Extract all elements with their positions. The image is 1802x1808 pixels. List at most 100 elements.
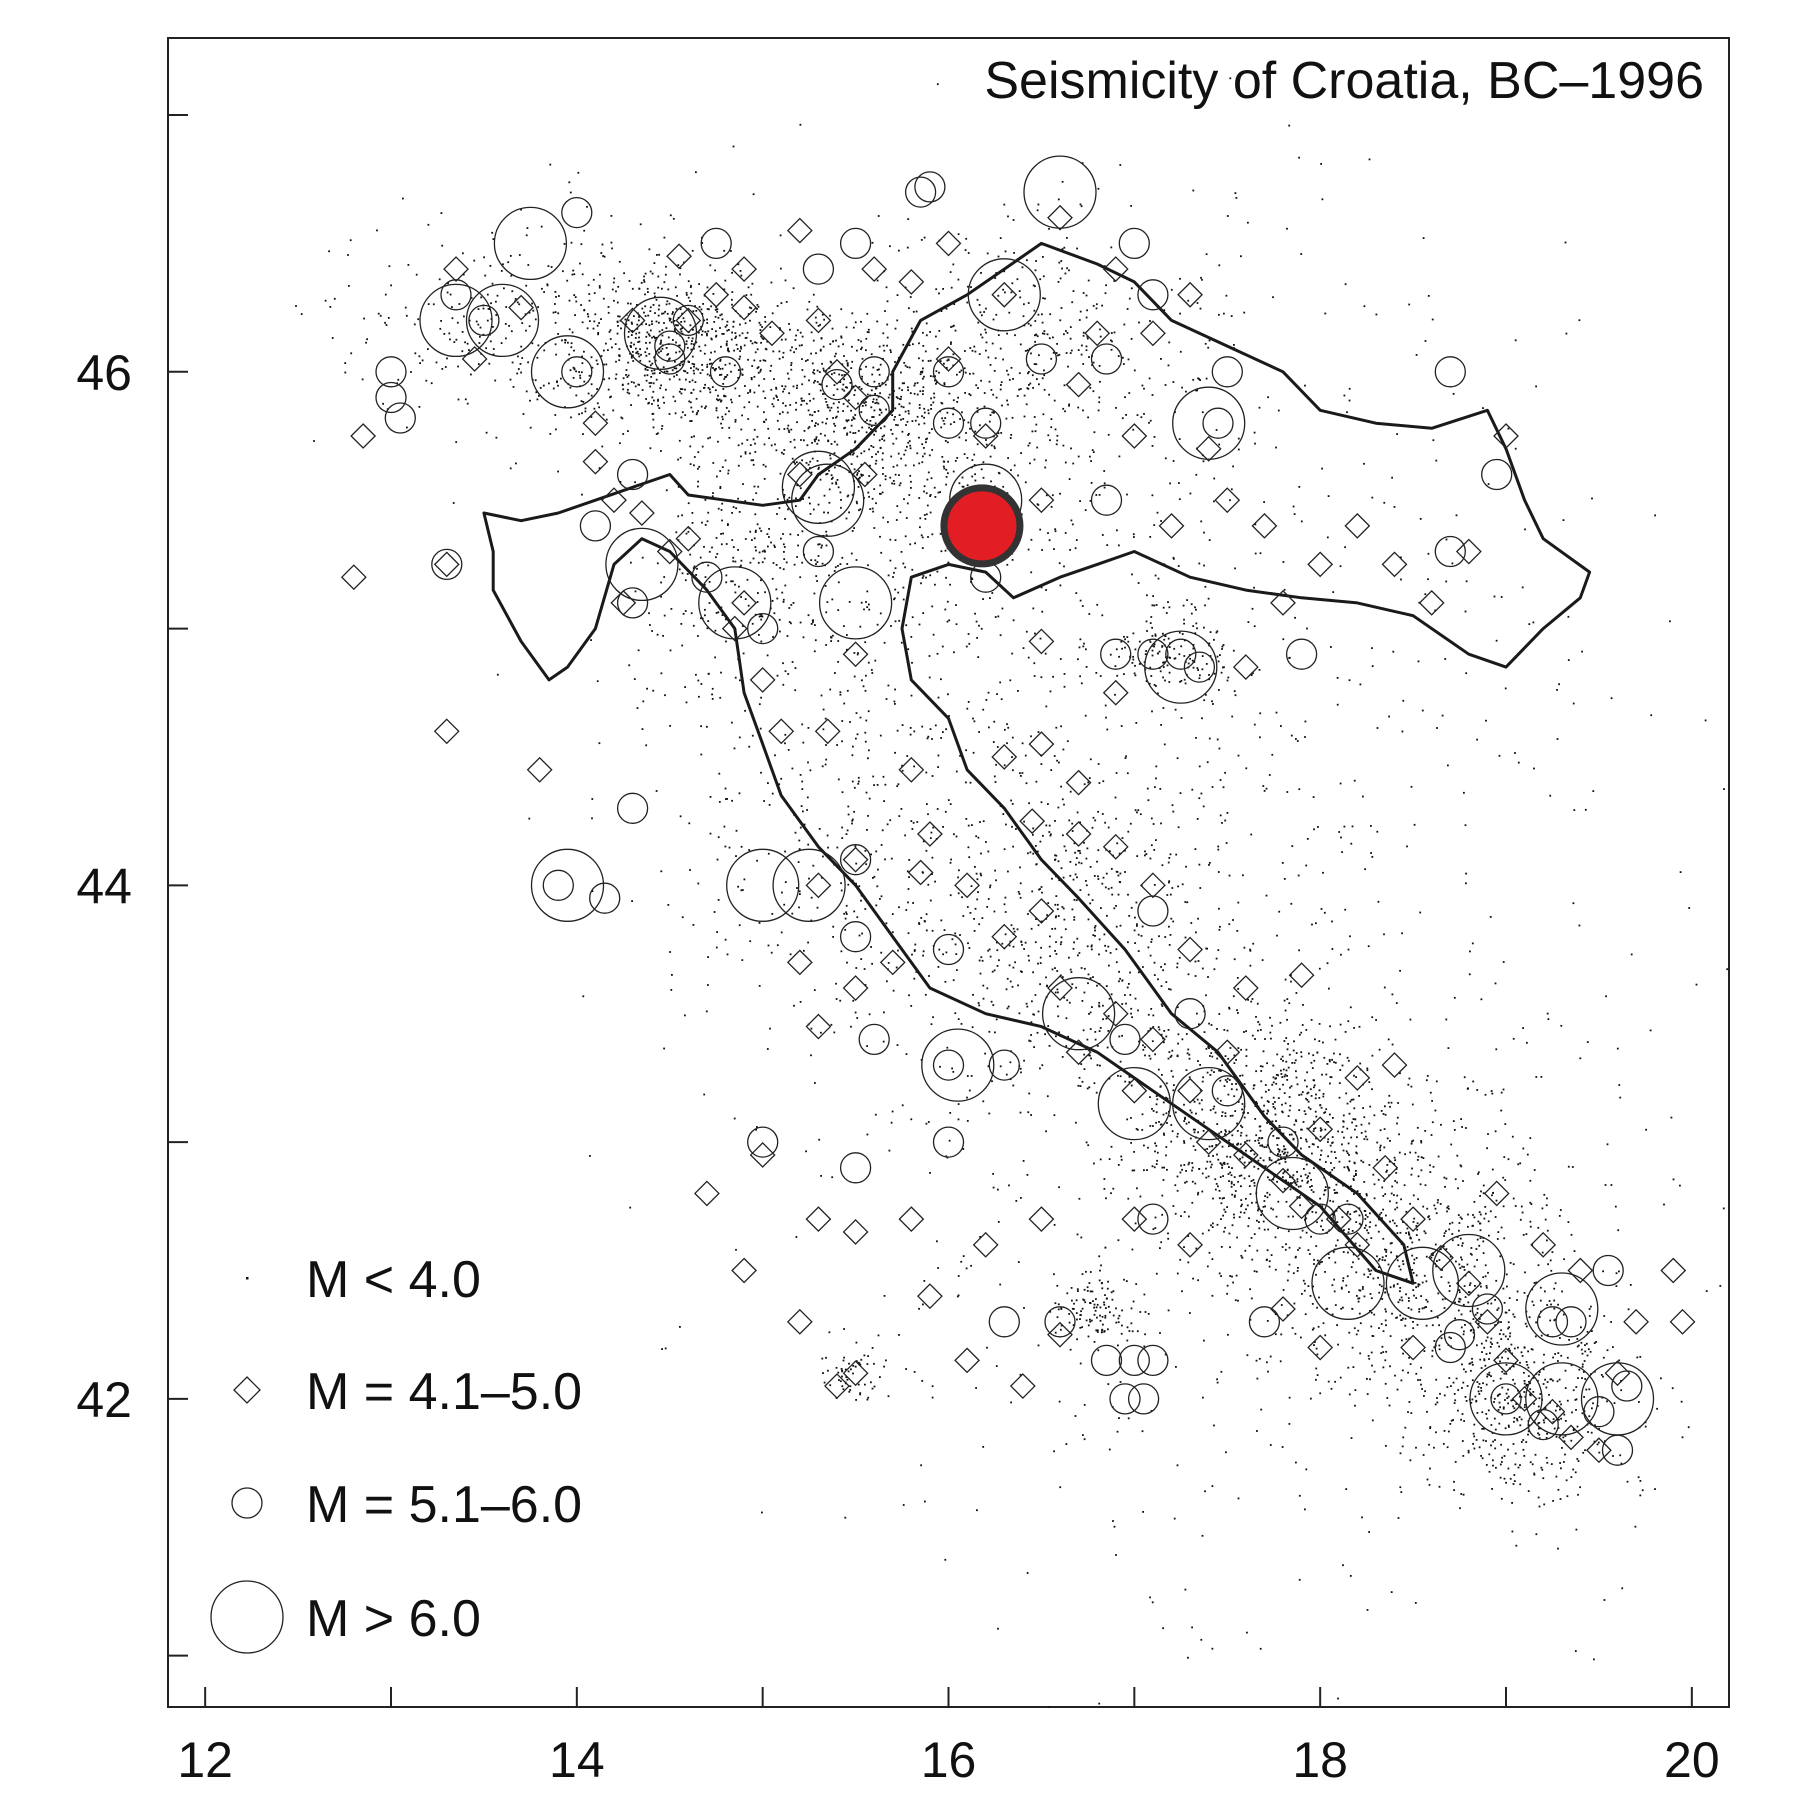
event-m-lt-4: [1495, 1199, 1498, 1202]
event-m-lt-4: [1161, 1005, 1164, 1007]
event-m-lt-4: [946, 411, 949, 414]
event-m-lt-4: [737, 549, 739, 551]
event-m-lt-4: [1208, 674, 1210, 676]
event-m-lt-4: [1033, 1013, 1035, 1016]
event-m-lt-4: [1277, 1148, 1280, 1150]
event-m-lt-4: [1041, 891, 1043, 894]
event-m-lt-4: [1347, 1251, 1349, 1254]
event-m-lt-4: [700, 617, 702, 620]
event-m-lt-4: [1079, 1085, 1082, 1087]
event-m-lt-4: [947, 358, 950, 361]
event-m-lt-4: [815, 422, 817, 424]
event-m-lt-4: [687, 360, 690, 363]
event-m-lt-4: [655, 320, 658, 323]
event-m-lt-4: [969, 372, 971, 375]
event-m-lt-4: [1324, 1189, 1327, 1191]
event-m-lt-4: [1537, 1432, 1539, 1435]
event-m-lt-4: [1321, 1219, 1323, 1222]
event-m-lt-4: [684, 388, 686, 391]
event-m-lt-4: [858, 386, 861, 388]
event-m-lt-4: [1314, 1127, 1317, 1129]
event-m-lt-4: [1532, 1304, 1535, 1307]
event-m-lt-4: [1331, 1169, 1334, 1171]
event-m-lt-4: [826, 417, 828, 420]
event-m-lt-4: [1407, 1231, 1410, 1234]
event-m-lt-4: [1141, 1113, 1144, 1116]
event-m-lt-4: [1253, 1153, 1256, 1156]
event-m-lt-4: [692, 624, 695, 627]
event-m-lt-4: [1441, 1298, 1444, 1301]
event-m-lt-4: [1080, 205, 1083, 208]
event-m-lt-4: [983, 405, 986, 408]
event-m-lt-4: [1498, 1422, 1501, 1425]
event-m-lt-4: [886, 323, 889, 326]
event-m-lt-4: [1436, 1401, 1439, 1404]
event-m-lt-4: [701, 330, 704, 333]
event-m-lt-4: [863, 608, 865, 611]
event-m-lt-4: [1492, 1459, 1494, 1462]
event-m-lt-4: [697, 410, 700, 412]
event-m-lt-4: [1316, 1353, 1319, 1356]
event-m-lt-4: [1358, 1222, 1361, 1225]
event-m-lt-4: [690, 406, 693, 409]
event-m-lt-4: [1201, 717, 1203, 720]
event-m-lt-4: [1332, 1117, 1334, 1119]
event-m-lt-4: [1352, 1118, 1355, 1120]
event-m-lt-4: [880, 411, 883, 414]
event-m-lt-4: [1535, 1533, 1538, 1536]
event-m-lt-4: [1460, 1256, 1462, 1259]
event-m-lt-4: [1470, 1247, 1473, 1249]
event-m-lt-4: [1172, 381, 1175, 383]
event-m-lt-4: [995, 313, 998, 316]
event-m-lt-4: [854, 389, 856, 392]
event-m-lt-4: [1384, 1259, 1386, 1262]
event-m-lt-4: [982, 476, 985, 479]
event-m-lt-4: [1314, 1341, 1316, 1343]
event-m-lt-4: [911, 420, 914, 422]
event-m-lt-4: [1284, 1179, 1287, 1182]
event-m-lt-4: [752, 557, 755, 560]
event-m-lt-4: [1055, 941, 1057, 943]
event-m-lt-4: [1153, 684, 1156, 686]
event-m-lt-4: [1311, 1211, 1314, 1213]
event-m-lt-4: [691, 410, 694, 413]
event-m-lt-4: [1218, 1069, 1220, 1072]
event-m-lt-4: [1166, 894, 1169, 896]
event-m-lt-4: [1310, 1178, 1312, 1181]
event-m-lt-4: [987, 949, 990, 952]
event-m-lt-4: [677, 515, 680, 518]
event-m-lt-4: [1506, 1285, 1508, 1288]
event-m-lt-4: [831, 634, 834, 637]
event-m-lt-4: [1313, 1128, 1315, 1130]
event-m-lt-4: [1564, 1369, 1567, 1372]
event-m-lt-4: [980, 333, 982, 336]
event-m-lt-4: [1080, 862, 1083, 865]
event-m-lt-4: [678, 568, 681, 571]
event-m-lt-4: [1431, 1355, 1434, 1358]
event-m-lt-4: [1148, 421, 1150, 424]
event-m-lt-4: [1110, 348, 1113, 351]
event-m-lt-4: [1040, 946, 1042, 949]
event-m-lt-4: [734, 560, 737, 563]
event-m-lt-4: [1276, 1137, 1278, 1140]
event-m-lt-4: [845, 386, 847, 389]
event-m-lt-4: [706, 332, 708, 335]
event-m-lt-4: [1183, 655, 1186, 657]
event-m-lt-4: [982, 461, 985, 464]
event-m-lt-4: [1219, 1079, 1222, 1082]
event-m-lt-4: [643, 281, 646, 283]
event-m-lt-4: [1314, 1110, 1317, 1113]
event-m-lt-4: [1295, 1119, 1297, 1122]
event-m-lt-4: [1310, 1061, 1313, 1064]
event-m-lt-4: [1196, 818, 1199, 820]
event-m-lt-4: [1322, 1229, 1324, 1231]
event-m-lt-4: [1575, 1386, 1578, 1388]
event-m-lt-4: [782, 533, 784, 535]
event-m-lt-4: [1096, 984, 1098, 987]
event-m-lt-4: [868, 608, 871, 611]
event-m-lt-4: [976, 298, 979, 301]
event-m-lt-4: [1575, 1528, 1578, 1531]
event-m-lt-4: [1216, 1057, 1219, 1060]
event-m-lt-4: [1288, 1263, 1291, 1266]
event-m-lt-4: [1291, 1062, 1294, 1064]
